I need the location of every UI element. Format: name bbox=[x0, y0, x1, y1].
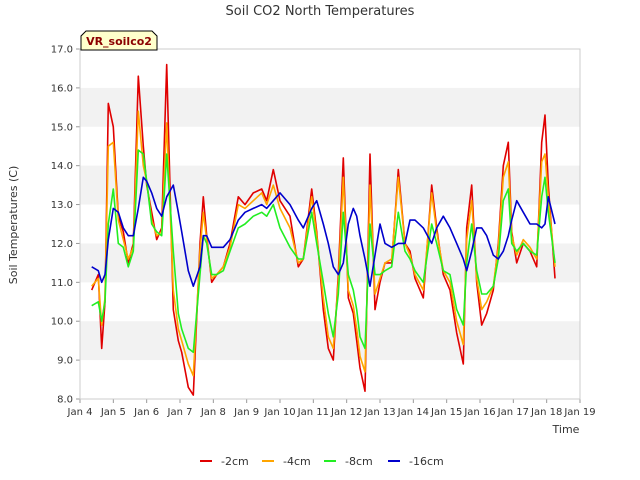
series-line-minus-8cm bbox=[91, 149, 556, 354]
y-tick-label: 9.0 bbox=[57, 356, 73, 367]
legend-item: -2cm bbox=[200, 455, 249, 468]
x-tick-label: Jan 5 bbox=[100, 407, 126, 418]
series-line-minus-2cm bbox=[90, 63, 556, 396]
legend-item: -8cm bbox=[324, 455, 373, 468]
x-tick-label: Jan 8 bbox=[200, 407, 226, 418]
y-tick-label: 11.0 bbox=[51, 278, 73, 289]
y-tick-label: 13.0 bbox=[51, 200, 73, 211]
legend-label: -2cm bbox=[221, 455, 249, 468]
series-layer bbox=[90, 63, 556, 396]
x-tick-label: Jan 17 bbox=[497, 407, 529, 418]
y-tick-label: 16.0 bbox=[51, 83, 73, 94]
x-tick-label: Jan 13 bbox=[363, 407, 395, 418]
legend-item: -16cm bbox=[388, 455, 444, 468]
x-tick-label: Jan 16 bbox=[463, 407, 495, 418]
legend-label: -4cm bbox=[283, 455, 311, 468]
y-tick-label: 12.0 bbox=[51, 239, 73, 250]
legend-label: -16cm bbox=[409, 455, 444, 468]
x-tick-label: Jan 18 bbox=[530, 407, 562, 418]
series-line-minus-4cm bbox=[91, 110, 556, 377]
y-axis-ticks: 8.0 9.0 10.0 11.0 12.0 13.0 14.0 15.0 16.0 17.0 bbox=[51, 45, 80, 406]
legend-item: -4cm bbox=[262, 455, 311, 468]
x-tick-label: Jan 9 bbox=[233, 407, 259, 418]
x-tick-label: Jan 15 bbox=[430, 407, 462, 418]
legend: -2cm -4cm -8cm -16cm bbox=[200, 455, 444, 468]
badge-box bbox=[80, 30, 158, 51]
y-tick-label: 14.0 bbox=[51, 161, 73, 172]
x-tick-label: Jan 12 bbox=[330, 407, 362, 418]
legend-label: -8cm bbox=[345, 455, 373, 468]
x-tick-label: Jan 4 bbox=[67, 407, 93, 418]
x-axis-ticks: Jan 4 Jan 5 Jan 6 Jan 7 Jan 8 Jan 9 Jan 10 Jan … bbox=[67, 399, 596, 418]
y-tick-label: 17.0 bbox=[51, 45, 73, 56]
badge-label: VR_soilco2 bbox=[86, 35, 152, 48]
x-tick-label: Jan 7 bbox=[167, 407, 193, 418]
grid-band bbox=[80, 87, 580, 127]
station-badge: VR_soilco2 bbox=[80, 30, 158, 51]
y-tick-label: 8.0 bbox=[57, 395, 73, 406]
x-tick-label: Jan 14 bbox=[397, 407, 429, 418]
series-line-minus-16cm bbox=[91, 176, 556, 288]
y-tick-label: 10.0 bbox=[51, 317, 73, 328]
y-axis-label: Soil Temperatures (C) bbox=[7, 166, 20, 285]
x-axis-label: Time bbox=[552, 423, 580, 436]
x-tick-label: Jan 6 bbox=[133, 407, 159, 418]
y-tick-label: 15.0 bbox=[51, 122, 73, 133]
x-tick-label: Jan 10 bbox=[263, 407, 295, 418]
x-tick-label: Jan 19 bbox=[563, 407, 595, 418]
chart-title: Soil CO2 North Temperatures bbox=[226, 4, 415, 19]
plot-frame bbox=[79, 48, 581, 400]
x-tick-label: Jan 11 bbox=[297, 407, 329, 418]
